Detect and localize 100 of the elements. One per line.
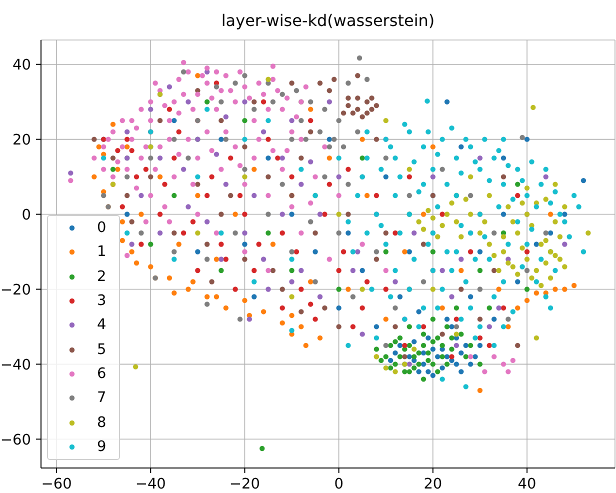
point: [266, 174, 271, 180]
point: [326, 88, 332, 94]
point: [148, 106, 154, 112]
point: [364, 99, 370, 104]
point: [369, 95, 374, 101]
point: [148, 174, 154, 180]
point: [543, 174, 548, 180]
point: [266, 286, 271, 292]
point: [430, 174, 436, 180]
point: [355, 73, 360, 78]
point: [355, 106, 360, 112]
point: [242, 230, 248, 236]
point: [515, 342, 520, 348]
point: [129, 219, 134, 224]
point: [124, 129, 130, 134]
point: [402, 354, 408, 360]
point: [124, 192, 130, 198]
point: [336, 324, 342, 330]
x-tick-label: 40: [518, 476, 536, 492]
point: [355, 249, 360, 254]
point: [500, 174, 506, 180]
point: [214, 152, 220, 157]
point: [298, 268, 304, 274]
point: [458, 286, 464, 292]
legend-label: 1: [97, 244, 106, 260]
y-tick-label: 20: [12, 132, 31, 148]
chart-title: layer-wise-kd(wasserstein): [220, 11, 436, 31]
point: [218, 212, 224, 217]
point: [280, 212, 285, 217]
legend-label: 2: [97, 268, 106, 285]
point: [252, 99, 257, 104]
point: [68, 170, 74, 176]
x-tick-label: −20: [229, 476, 260, 492]
point: [223, 182, 229, 187]
point: [440, 268, 445, 274]
point: [449, 294, 454, 300]
legend-label: 5: [97, 342, 106, 358]
point: [392, 324, 398, 330]
point: [204, 219, 210, 224]
point: [157, 155, 163, 161]
point: [308, 129, 314, 134]
point: [346, 212, 351, 217]
point: [406, 362, 412, 367]
point: [374, 102, 380, 108]
point: [157, 118, 163, 124]
y-tick-label: 0: [22, 207, 31, 224]
point: [312, 230, 318, 236]
point: [186, 204, 191, 210]
point: [289, 118, 294, 124]
point: [157, 230, 163, 236]
point: [298, 182, 304, 187]
point: [420, 242, 426, 247]
point: [298, 155, 304, 161]
point: [138, 192, 144, 198]
x-tick-label: 0: [334, 476, 344, 492]
point: [360, 114, 365, 120]
point: [260, 256, 266, 262]
point: [326, 99, 332, 104]
legend-label: 7: [97, 390, 106, 406]
point: [374, 136, 380, 142]
point: [260, 129, 266, 134]
point: [350, 268, 356, 274]
x-tick-label: −60: [41, 476, 72, 492]
point: [440, 332, 445, 337]
x-tick-label: −40: [135, 476, 166, 492]
point: [374, 256, 380, 262]
point: [346, 102, 351, 108]
point: [454, 342, 460, 348]
point: [129, 242, 134, 247]
legend-label: 0: [97, 220, 106, 236]
point: [364, 110, 370, 116]
point: [458, 256, 464, 262]
point: [280, 155, 285, 161]
point: [280, 286, 285, 292]
point: [242, 256, 248, 262]
point: [223, 114, 229, 120]
point: [110, 155, 116, 161]
point: [186, 99, 191, 104]
point: [298, 309, 304, 314]
point: [228, 192, 234, 198]
point: [289, 80, 294, 86]
point: [360, 332, 365, 337]
point: [322, 305, 328, 311]
point: [218, 256, 224, 262]
y-tick-label: −40: [0, 357, 31, 374]
point: [346, 95, 351, 101]
point: [491, 268, 497, 274]
legend-label: 4: [97, 317, 106, 334]
point: [336, 174, 342, 180]
point: [252, 192, 257, 198]
point: [369, 106, 374, 112]
point: [355, 95, 360, 101]
point: [412, 230, 417, 236]
point: [486, 324, 492, 330]
point: [242, 144, 248, 150]
point: [246, 316, 252, 322]
point: [383, 230, 388, 236]
point: [332, 76, 337, 82]
point: [477, 316, 483, 322]
y-tick-label: 40: [12, 58, 31, 74]
